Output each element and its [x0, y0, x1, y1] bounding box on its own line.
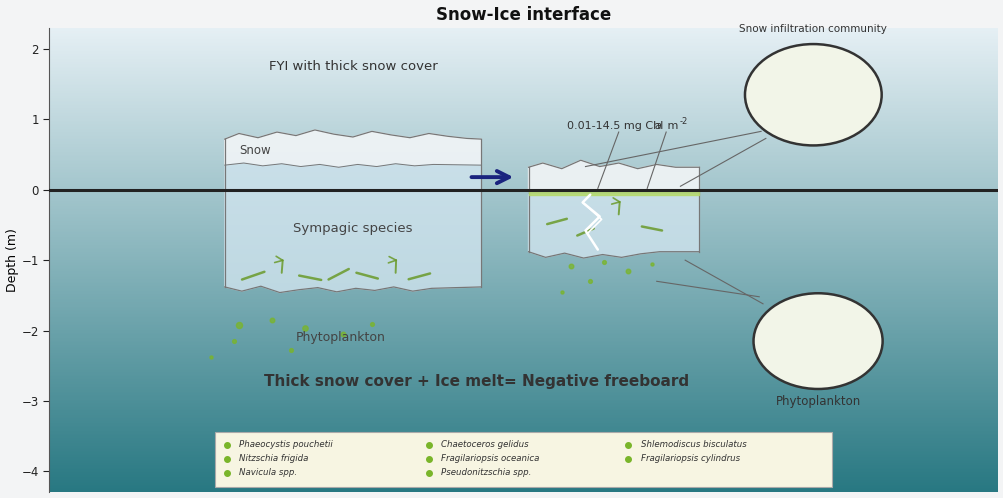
- Text: Fragilariopsis oceanica: Fragilariopsis oceanica: [440, 454, 539, 463]
- Text: -2: -2: [679, 117, 687, 126]
- Polygon shape: [528, 195, 699, 258]
- Y-axis label: Depth (m): Depth (m): [6, 228, 18, 292]
- Text: Navicula spp.: Navicula spp.: [239, 468, 297, 477]
- Text: Fragilariopsis cylindrus: Fragilariopsis cylindrus: [640, 454, 739, 463]
- Text: a: a: [654, 122, 661, 131]
- Text: Phaeocystis pouchetii: Phaeocystis pouchetii: [239, 440, 332, 449]
- Polygon shape: [225, 163, 480, 292]
- Text: FYI with thick snow cover: FYI with thick snow cover: [268, 60, 437, 73]
- Text: Nitzschia frigida: Nitzschia frigida: [239, 454, 308, 463]
- Title: Snow-Ice interface: Snow-Ice interface: [435, 5, 611, 23]
- Text: Phytoplankton: Phytoplankton: [774, 394, 860, 407]
- Polygon shape: [528, 160, 699, 190]
- FancyBboxPatch shape: [215, 432, 831, 487]
- Text: Sympagic species: Sympagic species: [293, 222, 412, 235]
- Text: Shlemodiscus bisculatus: Shlemodiscus bisculatus: [640, 440, 745, 449]
- Text: m: m: [664, 122, 678, 131]
- Text: Snow: Snow: [239, 144, 271, 157]
- Text: Chaetoceros gelidus: Chaetoceros gelidus: [440, 440, 529, 449]
- Text: Pseudonitzschia spp.: Pseudonitzschia spp.: [440, 468, 531, 477]
- Circle shape: [753, 293, 882, 389]
- Polygon shape: [225, 130, 480, 167]
- Text: Snow infiltration community: Snow infiltration community: [738, 23, 887, 33]
- Text: Thick snow cover + Ice melt= Negative freeboard: Thick snow cover + Ice melt= Negative fr…: [264, 374, 688, 389]
- Text: Phytoplankton: Phytoplankton: [296, 331, 385, 344]
- Circle shape: [744, 44, 881, 145]
- Text: 0.01-14.5 mg Chl: 0.01-14.5 mg Chl: [566, 122, 662, 131]
